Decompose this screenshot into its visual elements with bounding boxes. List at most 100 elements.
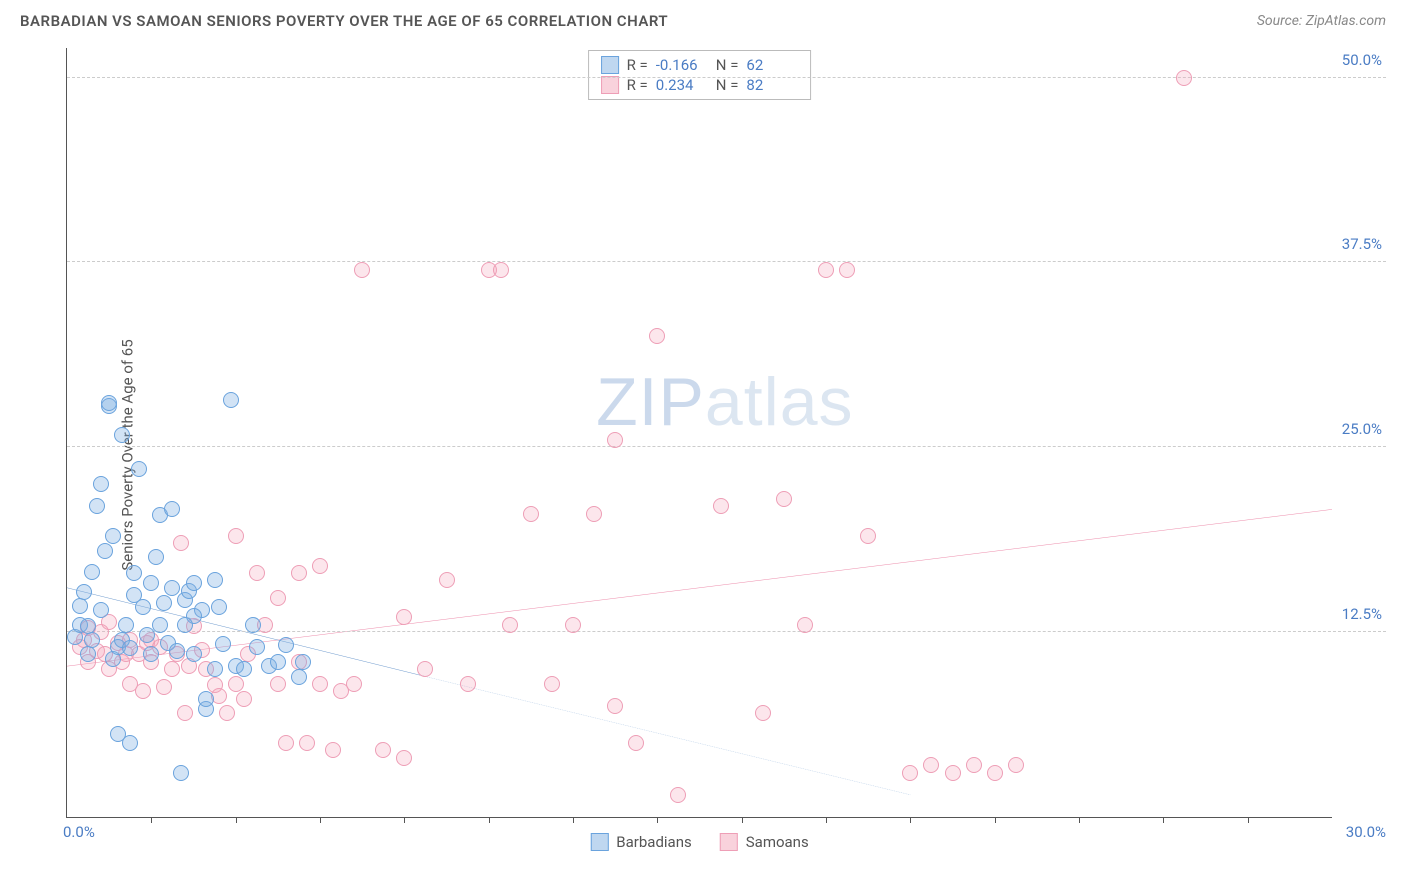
data-point [215, 636, 231, 652]
data-point [101, 395, 117, 411]
y-tick-label: 37.5% [1342, 235, 1382, 253]
data-point [152, 617, 168, 633]
stats-box: R = -0.166 N = 62 R = 0.234 N = 82 [588, 50, 812, 100]
data-point [143, 575, 159, 591]
data-point [278, 637, 294, 653]
data-point [143, 646, 159, 662]
data-point [375, 742, 391, 758]
data-point [219, 705, 235, 721]
data-point [312, 558, 328, 574]
data-point [135, 599, 151, 615]
data-point [148, 549, 164, 565]
data-point [177, 705, 193, 721]
data-point [460, 676, 476, 692]
data-point [126, 565, 142, 581]
data-point [97, 543, 113, 559]
data-point [211, 599, 227, 615]
data-point [164, 661, 180, 677]
data-point [186, 646, 202, 662]
data-point [628, 735, 644, 751]
x-tick [1248, 817, 1249, 823]
data-point [291, 669, 307, 685]
data-point [84, 632, 100, 648]
data-point [325, 742, 341, 758]
data-point [299, 735, 315, 751]
x-tick [489, 817, 490, 823]
data-point [270, 676, 286, 692]
plot-area: ZIPatlas R = -0.166 N = 62 R = 0.234 N =… [66, 48, 1332, 818]
data-point [607, 432, 623, 448]
x-tick [151, 817, 152, 823]
data-point [278, 735, 294, 751]
data-point [396, 609, 412, 625]
swatch-blue-icon [590, 833, 608, 851]
data-point [89, 498, 105, 514]
data-point [207, 572, 223, 588]
data-point [354, 262, 370, 278]
data-point [245, 617, 261, 633]
legend: Barbadians Samoans [590, 833, 808, 851]
data-point [207, 661, 223, 677]
data-point [670, 787, 686, 803]
data-point [923, 757, 939, 773]
data-point [228, 676, 244, 692]
data-point [249, 565, 265, 581]
y-tick-label: 50.0% [1342, 51, 1382, 69]
data-point [118, 617, 134, 633]
data-point [396, 750, 412, 766]
gridline [67, 446, 1386, 447]
data-point [93, 602, 109, 618]
x-tick [910, 817, 911, 823]
data-point [1008, 757, 1024, 773]
data-point [649, 328, 665, 344]
x-tick-label: 0.0% [63, 823, 95, 841]
data-point [987, 765, 1003, 781]
data-point [93, 476, 109, 492]
data-point [439, 572, 455, 588]
x-tick [404, 817, 405, 823]
data-point [223, 392, 239, 408]
data-point [156, 595, 172, 611]
chart-title: BARBADIAN VS SAMOAN SENIORS POVERTY OVER… [20, 12, 668, 30]
watermark: ZIPatlas [596, 363, 853, 441]
data-point [839, 262, 855, 278]
data-point [544, 676, 560, 692]
x-tick [1163, 817, 1164, 823]
data-point [607, 698, 623, 714]
data-point [713, 498, 729, 514]
data-point [122, 735, 138, 751]
legend-item-barbadians: Barbadians [590, 833, 691, 851]
data-point [818, 262, 834, 278]
data-point [417, 661, 433, 677]
data-point [1176, 70, 1192, 86]
data-point [84, 564, 100, 580]
x-tick [995, 817, 996, 823]
source-label: Source: ZipAtlas.com [1257, 13, 1386, 29]
y-tick-label: 12.5% [1342, 605, 1382, 623]
data-point [173, 535, 189, 551]
data-point [776, 491, 792, 507]
legend-item-samoans: Samoans [720, 833, 809, 851]
stats-row-samoans: R = 0.234 N = 82 [601, 75, 799, 95]
data-point [270, 654, 286, 670]
data-point [249, 639, 265, 655]
data-point [80, 646, 96, 662]
data-point [164, 501, 180, 517]
data-point [291, 565, 307, 581]
x-tick-label: 30.0% [1346, 823, 1386, 841]
x-tick [742, 817, 743, 823]
data-point [346, 676, 362, 692]
data-point [797, 617, 813, 633]
stats-row-barbadians: R = -0.166 N = 62 [601, 55, 799, 75]
swatch-blue-icon [601, 56, 619, 74]
trend-lines [67, 48, 1332, 817]
data-point [135, 683, 151, 699]
x-tick [320, 817, 321, 823]
data-point [966, 757, 982, 773]
data-point [198, 691, 214, 707]
swatch-pink-icon [720, 833, 738, 851]
data-point [523, 506, 539, 522]
swatch-pink-icon [601, 76, 619, 94]
x-tick [1079, 817, 1080, 823]
data-point [169, 643, 185, 659]
